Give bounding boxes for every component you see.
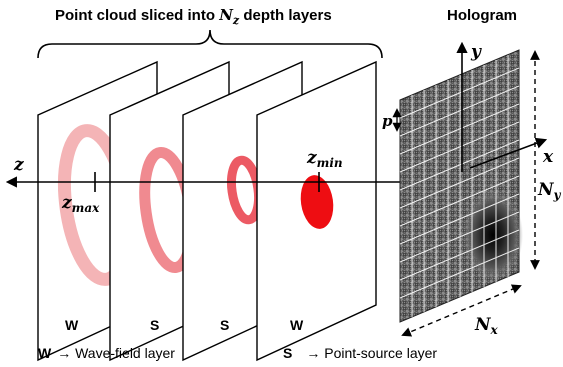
pitch-label: p — [382, 112, 393, 130]
layer-label-2: S — [150, 317, 159, 333]
disk — [300, 175, 334, 229]
brace — [37, 29, 383, 59]
nx-dimension — [401, 284, 522, 337]
layer-4 — [256, 60, 377, 362]
hologram-title: Hologram — [447, 7, 517, 24]
x-axis-label: x — [542, 147, 554, 167]
title: Point cloud sliced into Nz depth layers — [55, 6, 332, 27]
layer-label-1: W — [65, 317, 79, 333]
legend-w: W → Wave-field layer — [38, 345, 175, 361]
legend: W → Wave-field layer S → Point-source laye… — [38, 345, 437, 361]
ny-label: Ny — [537, 180, 562, 202]
nx-label: Nx — [474, 315, 499, 337]
y-axis-label: y — [470, 42, 482, 62]
layer-label-4: W — [290, 317, 304, 333]
zmin-label: zmin — [306, 148, 343, 170]
layer-label-3: S — [220, 317, 229, 333]
legend-s: S → Point-source layer — [283, 345, 437, 361]
zmax-label: zmax — [61, 193, 100, 215]
hologram — [399, 49, 523, 323]
z-axis-label: z — [13, 155, 24, 175]
